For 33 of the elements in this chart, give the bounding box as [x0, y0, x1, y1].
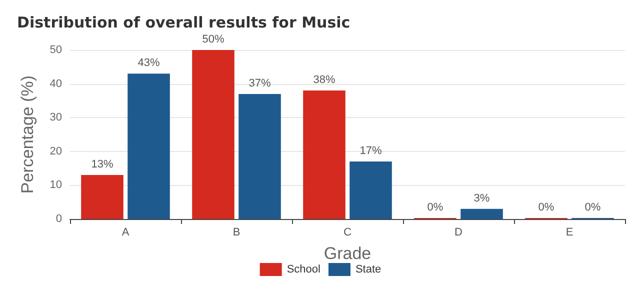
y-tick-label: 10: [50, 179, 62, 192]
x-tick-label: A: [122, 226, 130, 238]
x-tick-label: D: [454, 226, 463, 238]
data-label: 0%: [427, 202, 444, 214]
y-tick-label: 30: [50, 112, 62, 124]
bar: [350, 162, 392, 219]
data-label: 0%: [538, 202, 554, 214]
y-tick-label: 0: [56, 213, 62, 225]
data-label: 38%: [313, 74, 336, 86]
x-tick-label: C: [344, 226, 352, 238]
data-label: 17%: [360, 145, 382, 158]
x-axis-title: Grade: [324, 244, 372, 263]
legend-label: School: [286, 264, 320, 276]
data-label: 0%: [584, 202, 601, 214]
x-tick-label: E: [566, 226, 574, 238]
y-tick-label: 50: [50, 44, 62, 56]
y-tick-label: 40: [50, 78, 62, 90]
bar: [460, 208, 503, 219]
data-label: 3%: [474, 192, 490, 204]
data-label: 50%: [202, 34, 224, 46]
bar: [81, 175, 124, 219]
y-axis-title: Percentage (%): [18, 75, 37, 194]
data-label: 13%: [91, 158, 114, 171]
bar: [238, 94, 281, 219]
y-tick-label: 20: [50, 145, 62, 158]
data-label: 43%: [138, 57, 160, 70]
data-label: 37%: [248, 77, 271, 90]
x-tick-label: B: [232, 226, 240, 238]
chart-title: Distribution of overall results for Music: [17, 14, 350, 32]
bar: [192, 50, 234, 219]
bar: [303, 90, 346, 219]
legend-label: State: [355, 264, 382, 276]
bar: [128, 74, 170, 219]
